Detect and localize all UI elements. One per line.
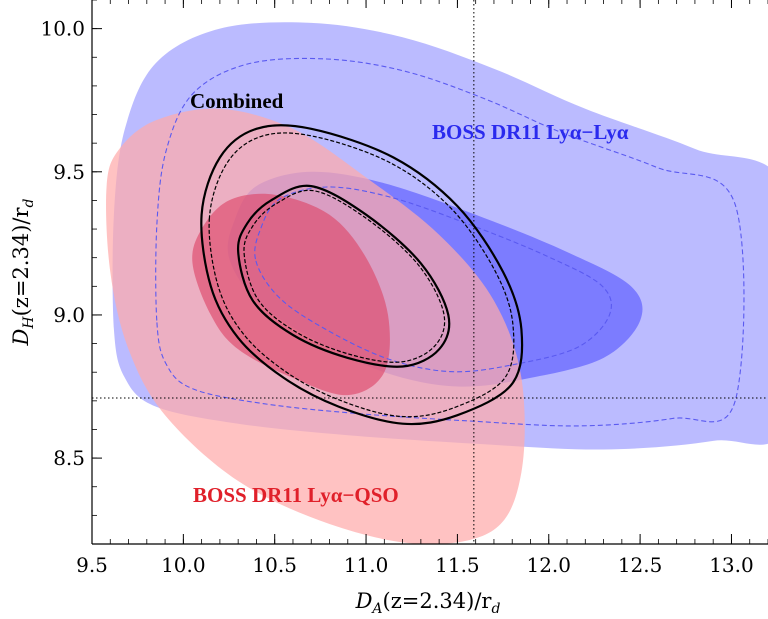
y-axis-title: DH(z=2.34)/rd (9, 198, 37, 346)
y-tick-label: 10.0 (40, 17, 85, 41)
contour-dashed-combined-68pct (243, 189, 446, 363)
contour-guide-boss-dr11-ly-ly-68pct (254, 186, 612, 373)
plot-frame (91, 0, 768, 545)
x-tick-label: 9.5 (76, 553, 108, 577)
x-tick-label: 10.5 (252, 553, 297, 577)
series-label-lya-lya: BOSS DR11 Lyα−Lyα (432, 120, 629, 144)
x-axis-title: DA(z=2.34)/rd (355, 589, 501, 617)
contour-boss-dr11-ly-qso-68pct (192, 193, 390, 396)
y-tick-label: 8.5 (53, 446, 85, 470)
y-tick-label: 9.5 (53, 160, 85, 184)
x-tick-label: 12.0 (526, 553, 571, 577)
contour-combined-95pct (200, 124, 524, 426)
contour-fills (106, 22, 768, 544)
x-tick-label: 12.5 (618, 553, 663, 577)
reference-lines (92, 0, 768, 544)
x-tick-label: 13.0 (709, 553, 754, 577)
contour-combined-68pct (236, 184, 451, 368)
x-tick-label: 11.5 (435, 553, 480, 577)
contour-lines (155, 57, 745, 427)
axis-ticks: 9.5 10.0 10.5 11.0 11.5 12.0 12.5 13.0 8.5 9.0 9.5… (40, 0, 768, 577)
contour-guide-boss-dr11-ly-ly-95pct (155, 57, 745, 427)
series-label-lya-qso: BOSS DR11 Lyα−QSO (193, 483, 399, 507)
y-tick-label: 9.0 (53, 303, 85, 327)
series-label-combined: Combined (190, 89, 284, 113)
contour-dashed-combined-95pct (208, 132, 515, 418)
x-tick-label: 11.0 (344, 553, 389, 577)
x-tick-label: 10.0 (161, 553, 206, 577)
